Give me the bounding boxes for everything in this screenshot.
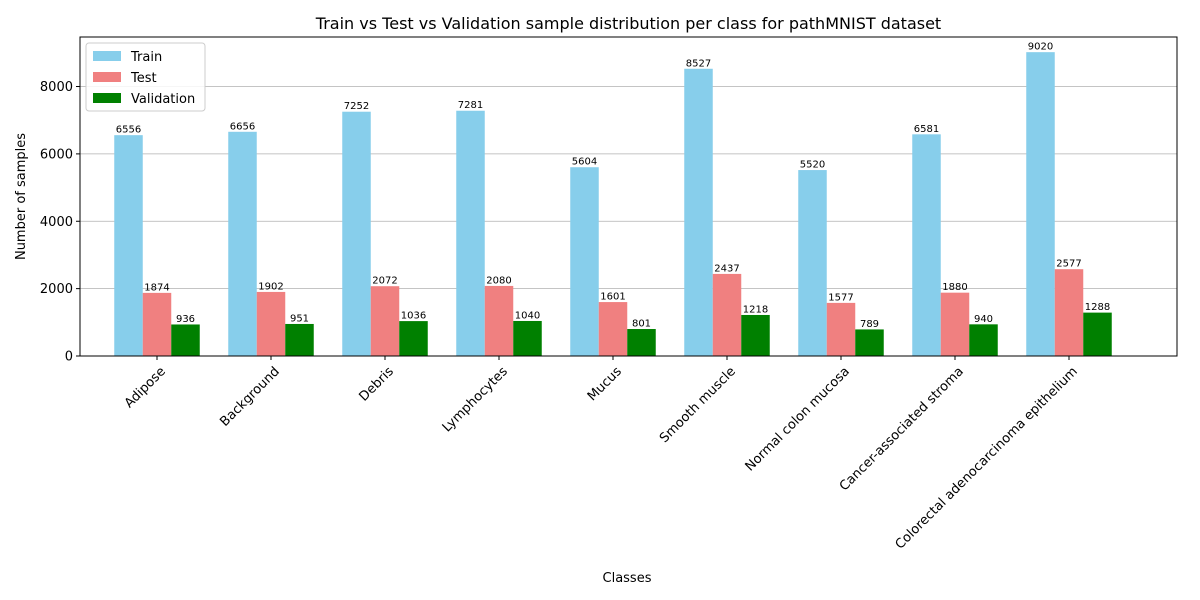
bar-value-label: 2080: [486, 275, 511, 286]
plot-frame: [79, 36, 1178, 357]
legend-label-validation: Validation: [131, 92, 195, 107]
legend-swatch-test: [93, 72, 121, 82]
legend-label-test: Test: [130, 71, 157, 86]
x-tick-label: Colorectal adenocarcinoma epithelium: [893, 364, 1081, 552]
bar-validation: [513, 320, 542, 356]
y-tick-label: 2000: [40, 282, 73, 297]
bar-value-label: 789: [860, 319, 879, 330]
bar-value-label: 1218: [743, 304, 768, 315]
bar-test: [940, 292, 970, 356]
bar-test: [826, 302, 856, 356]
y-axis-label: Number of samples: [14, 133, 29, 260]
bar-value-label: 1601: [600, 292, 625, 303]
bars: [114, 52, 1112, 357]
x-tick-label: Background: [217, 364, 282, 429]
bar-value-label: 1874: [144, 282, 169, 293]
bar-value-label: 5604: [572, 157, 597, 168]
bar-train: [684, 68, 713, 356]
bar-value-label: 801: [632, 319, 651, 330]
bar-train: [1026, 52, 1055, 357]
bar-value-label: 2072: [372, 276, 397, 287]
legend-label-train: Train: [130, 50, 162, 65]
bar-value-label: 6581: [914, 124, 939, 135]
y-tick-label: 4000: [40, 215, 73, 230]
bar-value-label: 7252: [344, 101, 369, 112]
bar-test: [256, 291, 286, 356]
bar-validation: [855, 329, 884, 356]
bar-value-label: 1577: [828, 292, 853, 303]
bar-validation: [741, 314, 770, 356]
bar-value-label: 9020: [1028, 42, 1053, 53]
bar-value-label: 7281: [458, 100, 483, 111]
bar-value-label: 8527: [686, 58, 711, 69]
x-tick-label: Normal colon mucosa: [743, 364, 853, 474]
bar-value-label: 6556: [116, 125, 141, 136]
bar-validation: [627, 329, 656, 356]
y-tick-label: 0: [65, 350, 73, 365]
bar-train: [228, 131, 257, 356]
bar-validation: [399, 321, 428, 356]
bar-train: [114, 135, 143, 356]
bar-value-label: 1902: [258, 281, 283, 292]
bar-value-label: 1880: [942, 282, 967, 293]
legend-swatch-train: [93, 51, 121, 61]
bar-validation: [1083, 312, 1112, 356]
bar-train: [912, 134, 941, 356]
bar-train: [456, 110, 485, 356]
legend: Train Test Validation: [85, 42, 206, 112]
bar-value-label: 936: [176, 314, 195, 325]
bar-test: [142, 292, 172, 356]
legend-swatch-validation: [93, 93, 121, 103]
bar-value-label: 5520: [800, 160, 825, 171]
x-tick-label: Lymphocytes: [440, 364, 511, 435]
data-labels: 6556 1874 936 6656 1902 951 7252 2072 1036 7281 20…: [116, 42, 1110, 330]
x-tick-label: Mucus: [585, 364, 625, 404]
bar-value-label: 940: [974, 314, 993, 325]
x-tick-label: Cancer-associated stroma: [837, 364, 967, 494]
bar-value-label: 2437: [714, 263, 739, 274]
bar-test: [1054, 269, 1084, 356]
chart-title: Train vs Test vs Validation sample distr…: [315, 14, 941, 33]
x-tick-label: Adipose: [122, 364, 169, 411]
bar-value-label: 6656: [230, 121, 255, 132]
bar-train: [342, 111, 371, 356]
bar-test: [712, 273, 742, 356]
y-tick-label: 6000: [40, 147, 73, 162]
bar-validation: [969, 324, 998, 356]
x-tick-label: Debris: [357, 364, 397, 404]
bar-test: [370, 286, 400, 356]
bar-validation: [171, 324, 200, 356]
bar-value-label: 951: [290, 313, 309, 324]
bar-test: [598, 302, 628, 356]
y-tick-label: 8000: [40, 80, 73, 95]
bar-test: [484, 285, 514, 356]
x-tick-label: Smooth muscle: [657, 364, 739, 446]
bar-value-label: 1288: [1085, 302, 1110, 313]
x-axis-label: Classes: [603, 571, 652, 586]
bar-train: [570, 167, 599, 356]
bar-train: [798, 170, 827, 356]
bar-value-label: 1036: [401, 311, 426, 322]
bar-value-label: 1040: [515, 310, 540, 321]
bar-value-label: 2577: [1056, 259, 1081, 270]
bar-validation: [285, 323, 314, 356]
